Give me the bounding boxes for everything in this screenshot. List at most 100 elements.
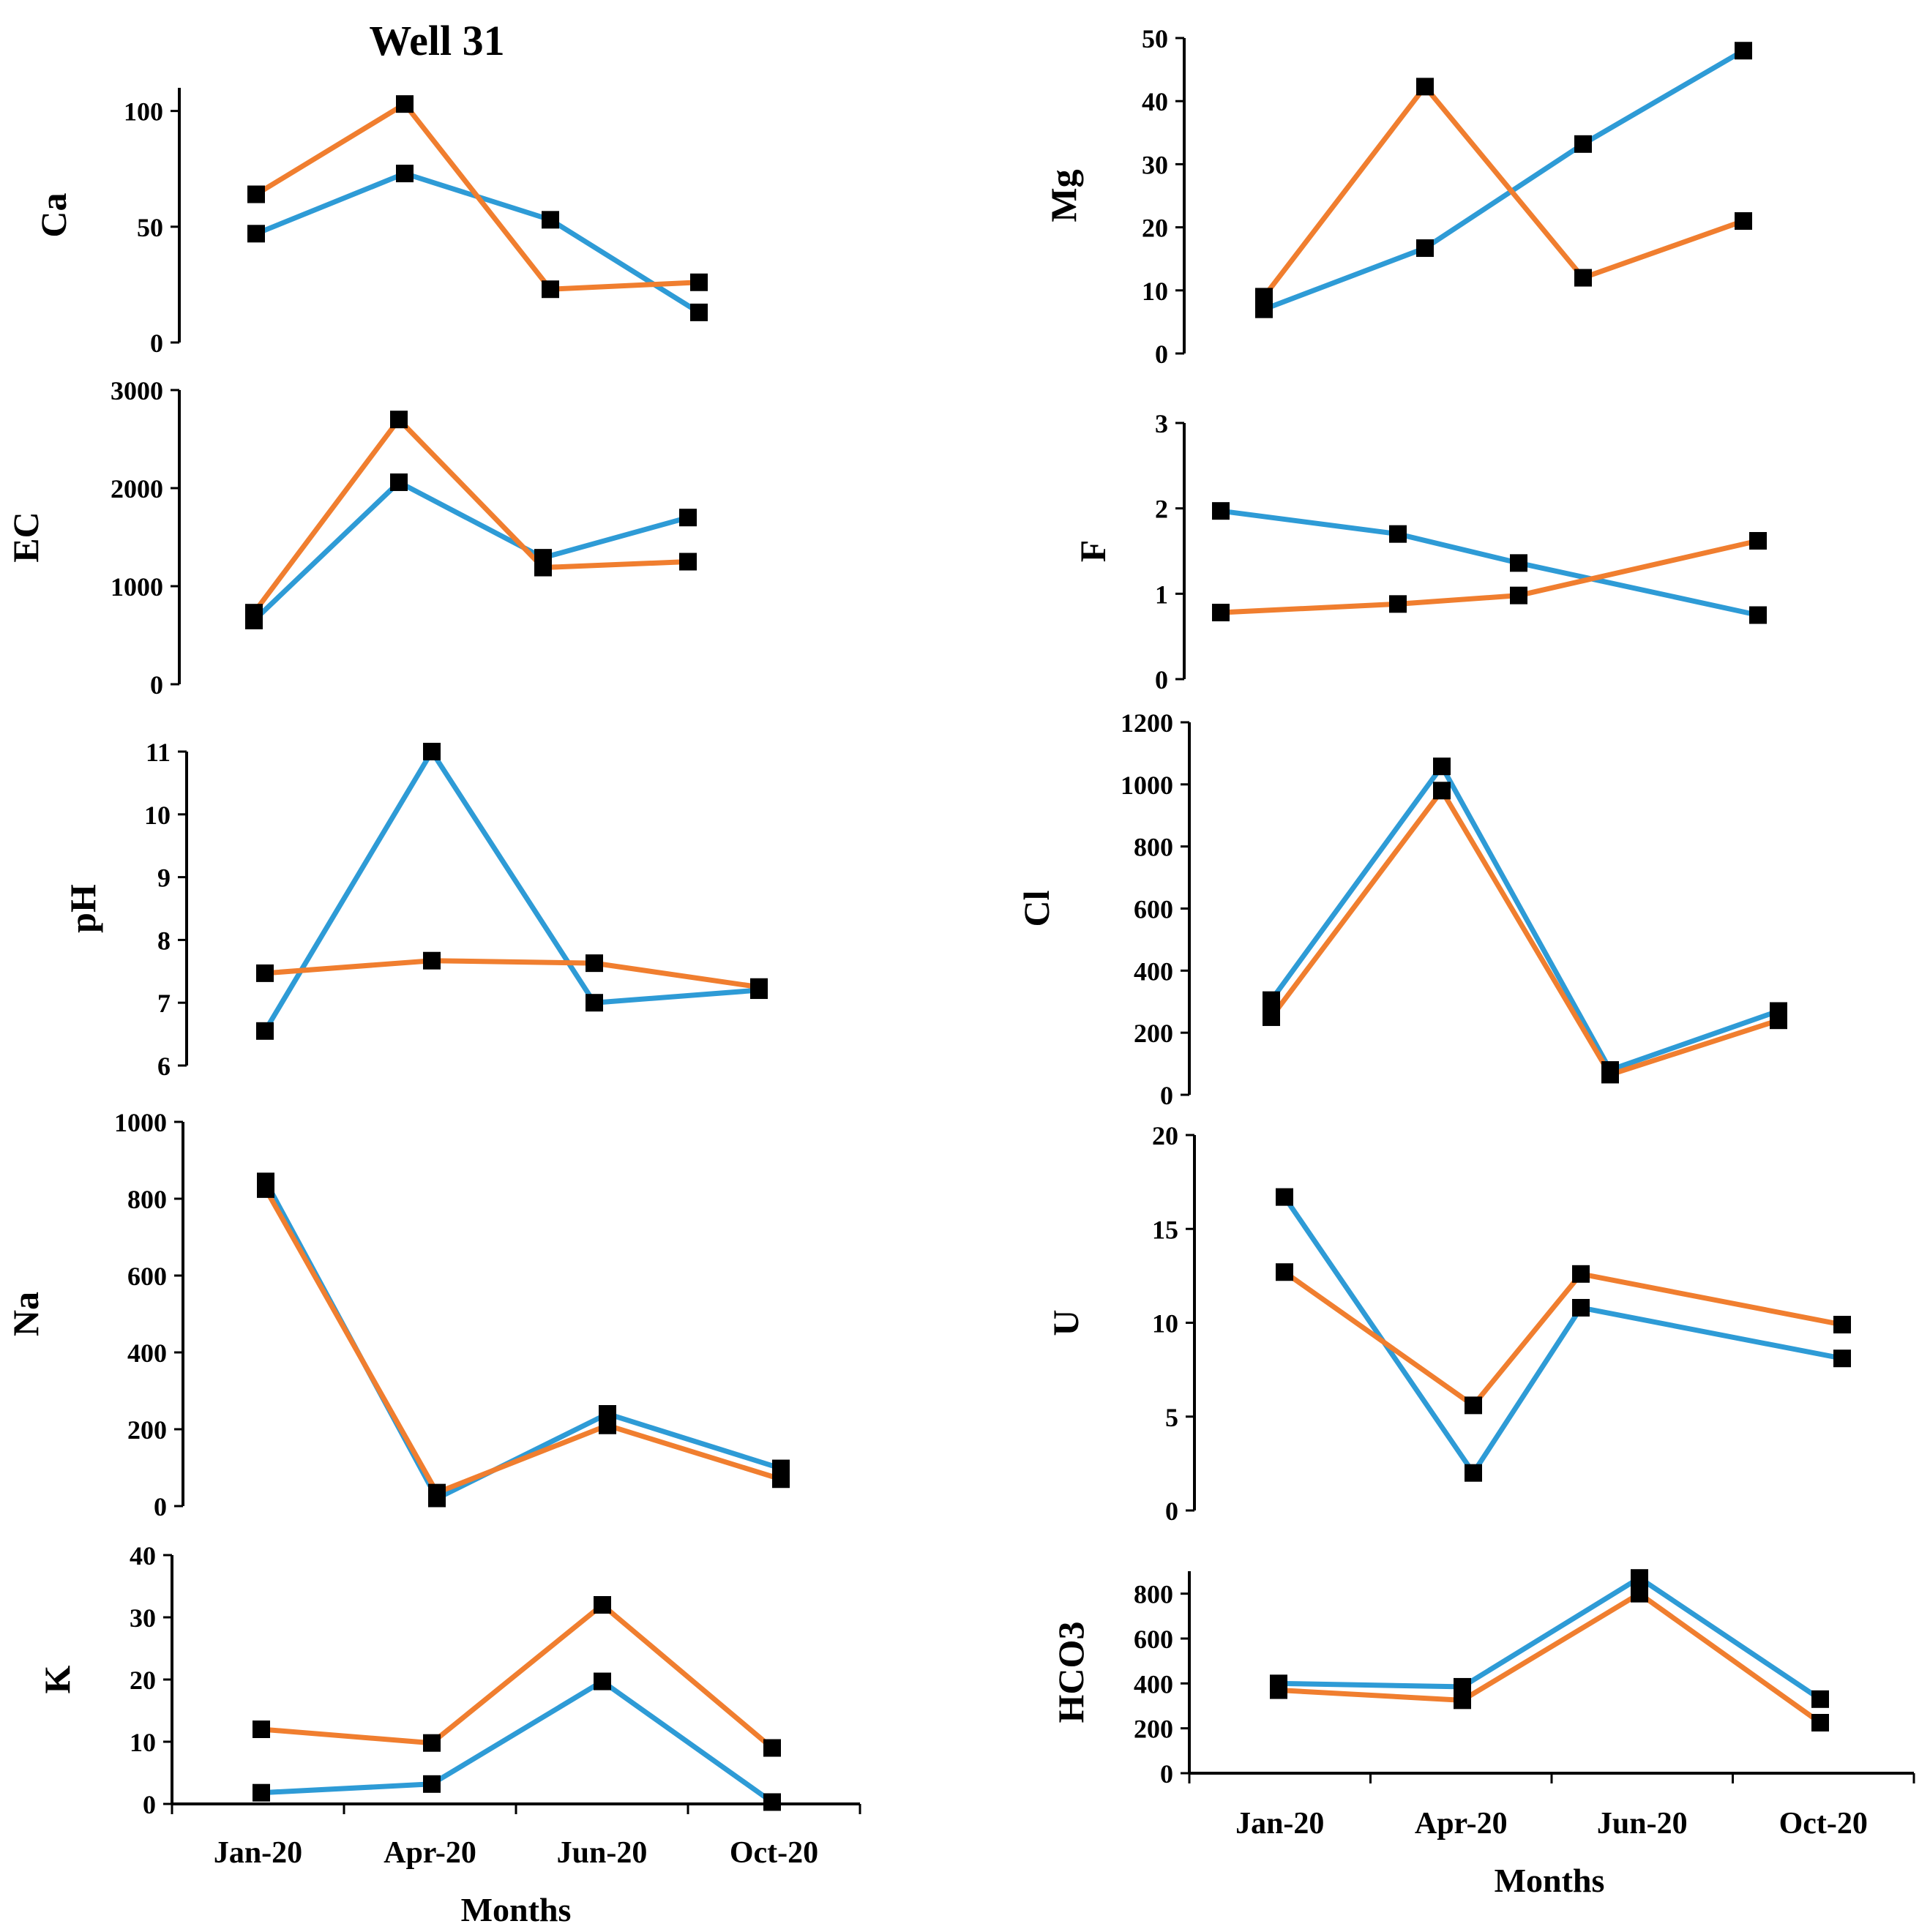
marker-ca-series_1-3: [542, 211, 559, 229]
marker-mg-series_1-3: [1574, 135, 1592, 153]
marker-hco3-series_2-2: [1454, 1691, 1471, 1710]
marker-ph-series_1-2: [423, 743, 441, 760]
x-tick-label-k: Oct-20: [730, 1836, 818, 1870]
line-na-series_1: [263, 1180, 782, 1501]
marker-ph-series_1-1: [256, 1022, 274, 1040]
marker-ph-series_2-4: [750, 978, 768, 996]
y-tick-label-f: 1: [1155, 580, 1168, 609]
y-tick-label-na: 400: [127, 1338, 167, 1368]
marker-u-series_1-3: [1572, 1298, 1590, 1317]
y-axis-label-ca: Ca: [33, 192, 74, 237]
y-tick-label-u: 10: [1152, 1309, 1178, 1338]
y-tick-label-u: 0: [1165, 1497, 1178, 1526]
x-tick-label-k: Jun-20: [557, 1836, 648, 1870]
y-tick-label-k: 30: [130, 1603, 156, 1633]
y-tick-label-cl: 400: [1134, 956, 1173, 986]
y-tick-label-na: 0: [154, 1492, 167, 1521]
marker-k-series_2-3: [594, 1596, 611, 1614]
x-tick-label-hco3: Jun-20: [1597, 1807, 1688, 1841]
x-tick-label-hco3: Apr-20: [1415, 1807, 1508, 1841]
x-tick-label-k: Apr-20: [384, 1836, 476, 1870]
y-tick-label-mg: 30: [1142, 150, 1168, 179]
marker-hco3-series_2-1: [1270, 1681, 1287, 1699]
x-axis-label-hco3: Months: [1495, 1862, 1605, 1899]
y-tick-label-ph: 8: [157, 926, 171, 955]
y-tick-label-cl: 0: [1160, 1081, 1173, 1110]
line-ph-series_1: [262, 749, 760, 1033]
marker-cl-series_1-1: [1263, 991, 1280, 1009]
y-tick-label-na: 600: [127, 1262, 167, 1291]
y-tick-label-hco3: 200: [1134, 1715, 1173, 1744]
line-ca-series_2: [255, 101, 700, 292]
y-tick-label-hco3: 600: [1134, 1625, 1173, 1654]
marker-hco3-series_2-3: [1631, 1584, 1648, 1603]
line-hco3-series_2: [1278, 1591, 1822, 1725]
y-tick-label-u: 20: [1152, 1121, 1178, 1150]
marker-f-series_2-2: [1389, 595, 1407, 613]
marker-f-series_2-4: [1749, 532, 1767, 550]
y-tick-label-ph: 9: [157, 864, 171, 893]
marker-k-series_2-2: [423, 1734, 441, 1752]
line-k-series_2: [261, 1602, 774, 1751]
marker-mg-series_1-2: [1416, 239, 1434, 258]
line-u-series_2: [1282, 1270, 1843, 1408]
marker-ec-series_2-4: [679, 553, 697, 571]
marker-u-series_1-1: [1276, 1188, 1293, 1206]
panel-mg: 0 10 20 30 40 50 Mg: [1043, 24, 1752, 369]
marker-ec-series_2-3: [534, 558, 552, 577]
marker-cl-series_2-3: [1601, 1066, 1619, 1084]
marker-cl-series_2-4: [1770, 1011, 1787, 1030]
y-tick-label-ph: 11: [146, 738, 171, 767]
panel-f: 0 1 2 3 F: [1072, 409, 1767, 694]
y-axis-label-f: F: [1072, 540, 1113, 563]
marker-hco3-series_2-4: [1811, 1714, 1829, 1731]
x-axis-label-k: Months: [461, 1891, 572, 1928]
marker-u-series_1-4: [1833, 1349, 1851, 1368]
marker-ph-series_2-2: [423, 951, 441, 970]
y-tick-label-hco3: 800: [1134, 1580, 1173, 1609]
marker-u-series_2-1: [1276, 1263, 1293, 1281]
marker-cl-series_2-1: [1263, 1008, 1280, 1026]
marker-f-series_1-4: [1749, 606, 1767, 624]
panel-hco3: 0 200 400 600 800 HCO3 Jan-20 Apr-20 Jun-20 Oct-2…: [1050, 1569, 1915, 1899]
y-tick-label-mg: 0: [1155, 340, 1168, 369]
marker-ec-series_2-2: [390, 411, 408, 429]
marker-f-series_1-3: [1510, 554, 1527, 572]
y-tick-label-mg: 20: [1142, 214, 1168, 243]
marker-ec-series_1-2: [390, 473, 408, 491]
y-axis-label-mg: Mg: [1043, 169, 1084, 222]
y-tick-label-f: 0: [1155, 665, 1168, 694]
marker-ca-series_1-1: [247, 225, 265, 243]
marker-mg-series_2-2: [1416, 78, 1434, 96]
marker-na-series_2-4: [772, 1470, 790, 1489]
panel-ca: 0 50 100 Ca: [33, 88, 708, 358]
marker-mg-series_2-1: [1255, 288, 1273, 306]
marker-mg-series_1-4: [1735, 42, 1752, 60]
marker-f-series_1-1: [1212, 502, 1230, 520]
line-u-series_1: [1282, 1195, 1843, 1476]
line-mg-series_1: [1263, 48, 1745, 312]
marker-k-series_1-4: [763, 1793, 781, 1811]
line-f-series_2: [1220, 538, 1759, 615]
panel-ec: 0 1000 2000 3000 EC: [5, 376, 697, 700]
line-na-series_2: [263, 1188, 782, 1496]
marker-f-series_2-1: [1212, 604, 1230, 621]
y-axis-label-cl: Cl: [1016, 890, 1057, 926]
marker-ca-series_2-3: [542, 280, 559, 299]
panel-cl: 0 200 400 600 800 1000 1200 Cl: [1016, 708, 1787, 1110]
line-ph-series_2: [264, 958, 760, 990]
y-tick-label-ph: 7: [157, 989, 171, 1018]
panel-ph: 6 7 8 9 10 11 pH: [62, 738, 768, 1081]
marker-ca-series_2-1: [247, 185, 265, 203]
y-tick-label-k: 40: [130, 1541, 156, 1570]
line-cl-series_1: [1269, 763, 1780, 1073]
marker-ec-series_1-4: [679, 509, 697, 527]
y-tick-label-hco3: 400: [1134, 1669, 1173, 1699]
marker-k-series_1-3: [594, 1672, 611, 1690]
marker-na-series_2-2: [428, 1483, 446, 1502]
y-tick-label-cl: 200: [1134, 1019, 1173, 1048]
marker-mg-series_2-3: [1574, 269, 1592, 287]
y-tick-label-ca: 100: [124, 97, 163, 127]
marker-hco3-series_1-4: [1811, 1690, 1829, 1708]
